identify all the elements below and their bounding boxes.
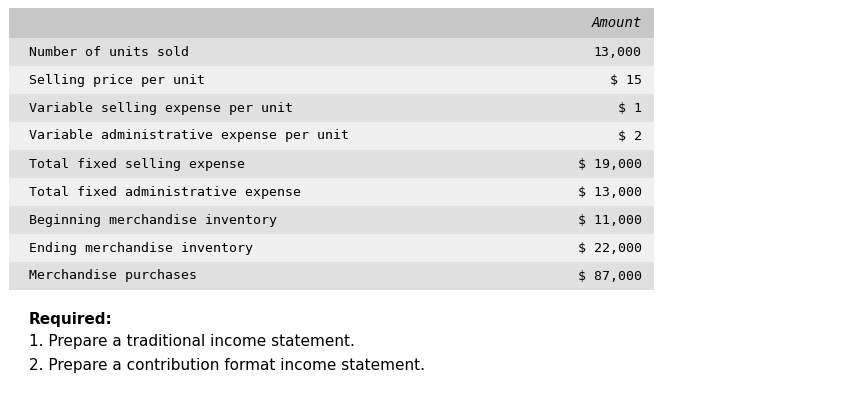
Bar xyxy=(9,94,654,122)
Text: 13,000: 13,000 xyxy=(594,45,642,59)
Bar xyxy=(9,122,654,150)
Text: $ 1: $ 1 xyxy=(617,101,642,115)
Text: Total fixed administrative expense: Total fixed administrative expense xyxy=(29,185,301,199)
Text: Total fixed selling expense: Total fixed selling expense xyxy=(29,157,245,171)
Text: $ 87,000: $ 87,000 xyxy=(578,269,642,283)
Text: Variable selling expense per unit: Variable selling expense per unit xyxy=(29,101,293,115)
Text: Required:: Required: xyxy=(29,312,113,327)
Bar xyxy=(9,262,654,290)
Text: $ 19,000: $ 19,000 xyxy=(578,157,642,171)
Bar xyxy=(9,234,654,262)
Text: Merchandise purchases: Merchandise purchases xyxy=(29,269,197,283)
Text: $ 22,000: $ 22,000 xyxy=(578,241,642,255)
Text: Ending merchandise inventory: Ending merchandise inventory xyxy=(29,241,253,255)
Text: $ 2: $ 2 xyxy=(617,129,642,143)
Bar xyxy=(9,66,654,94)
Text: Beginning merchandise inventory: Beginning merchandise inventory xyxy=(29,213,276,227)
Text: Variable administrative expense per unit: Variable administrative expense per unit xyxy=(29,129,349,143)
Text: Number of units sold: Number of units sold xyxy=(29,45,189,59)
Text: $ 13,000: $ 13,000 xyxy=(578,185,642,199)
Text: Amount: Amount xyxy=(591,16,642,30)
Bar xyxy=(9,206,654,234)
Text: 1. Prepare a traditional income statement.: 1. Prepare a traditional income statemen… xyxy=(29,334,354,349)
Bar xyxy=(9,8,654,38)
Bar xyxy=(9,178,654,206)
Text: 2. Prepare a contribution format income statement.: 2. Prepare a contribution format income … xyxy=(29,358,424,373)
Text: $ 15: $ 15 xyxy=(610,73,642,87)
Text: Selling price per unit: Selling price per unit xyxy=(29,73,204,87)
Text: $ 11,000: $ 11,000 xyxy=(578,213,642,227)
Bar xyxy=(9,150,654,178)
Bar xyxy=(9,38,654,66)
